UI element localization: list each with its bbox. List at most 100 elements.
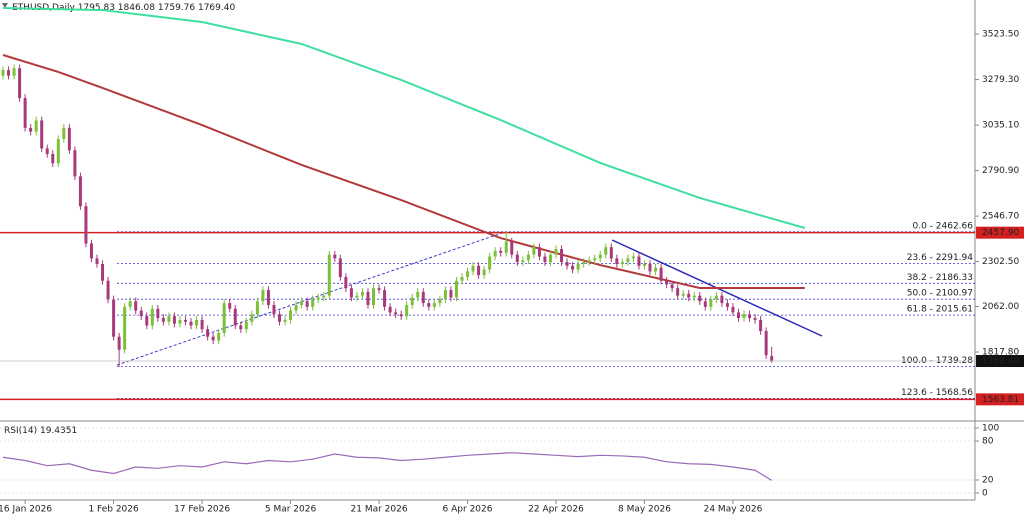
candle-body <box>283 319 287 322</box>
symbol-icon <box>2 3 8 8</box>
candle-body <box>145 316 149 326</box>
candle-body <box>703 301 707 307</box>
candle-body <box>427 303 431 307</box>
candle-body <box>322 295 326 298</box>
candle-body <box>45 148 49 154</box>
candle-body <box>687 293 691 298</box>
candle-body <box>255 301 259 315</box>
candle-body <box>372 288 376 305</box>
candle-body <box>206 329 210 337</box>
y-tick-label: 3279.30 <box>982 75 1019 85</box>
x-tick-label: 22 Apr 2026 <box>528 505 584 515</box>
candle-body <box>432 303 436 307</box>
candle-body <box>128 301 132 307</box>
candle-body <box>95 258 99 264</box>
candle-body <box>637 256 641 266</box>
candle-body <box>394 312 398 315</box>
fib-label: 123.6 - 1568.56 <box>901 388 973 398</box>
candle-body <box>211 336 215 341</box>
candle-body <box>222 303 226 333</box>
candle-body <box>250 314 254 322</box>
candle-body <box>344 277 348 289</box>
rsi-header: RSI(14) 19.4351 <box>4 426 77 436</box>
candle-body <box>405 304 409 317</box>
candle-body <box>454 280 458 298</box>
candle-body <box>560 249 564 263</box>
candle-body <box>327 254 331 296</box>
candle-body <box>753 318 757 320</box>
last-price-box <box>976 355 1024 368</box>
candle-body <box>150 308 154 326</box>
candle-body <box>161 318 165 322</box>
symbol-header: ETHUSD,Daily 1795.83 1846.08 1759.76 176… <box>12 3 235 13</box>
candle-body <box>189 321 193 326</box>
candle-body <box>123 306 127 350</box>
candle-body <box>228 303 232 309</box>
candle-body <box>554 249 558 255</box>
rsi-tick-label: 20 <box>982 476 994 486</box>
candle-body <box>29 127 33 132</box>
candle-body <box>195 319 199 326</box>
candle-body <box>499 250 503 253</box>
candle-body <box>305 301 309 307</box>
candle-body <box>593 258 597 261</box>
candle-body <box>698 295 702 302</box>
candle-body <box>34 120 38 132</box>
candle-body <box>654 267 658 272</box>
candle-body <box>477 265 481 276</box>
candle-body <box>526 254 530 261</box>
candle-body <box>582 262 586 264</box>
candle-body <box>615 258 619 264</box>
candle-body <box>725 303 729 307</box>
level-box <box>976 226 1024 239</box>
candle-body <box>471 265 475 272</box>
candle-body <box>443 290 447 300</box>
candle-body <box>731 306 735 313</box>
candle-body <box>78 176 82 207</box>
candle-body <box>217 332 221 341</box>
candle-body <box>40 120 44 149</box>
candle-body <box>239 325 243 330</box>
x-tick-label: 16 Jan 2026 <box>0 505 52 515</box>
candle-body <box>388 306 392 313</box>
candle-body <box>410 297 414 305</box>
candle-body <box>742 314 746 319</box>
candle-body <box>604 247 608 255</box>
fib-label: 50.0 - 2100.97 <box>907 289 973 299</box>
candle-body <box>18 68 22 99</box>
level-box <box>976 393 1024 406</box>
x-tick-label: 5 Mar 2026 <box>265 505 317 515</box>
candle-body <box>294 304 298 311</box>
candle-body <box>139 310 143 317</box>
rsi-tick-label: 100 <box>982 424 999 434</box>
candle-body <box>23 98 27 128</box>
candle-body <box>112 299 116 337</box>
candle-body <box>134 301 138 311</box>
candle-body <box>548 254 552 263</box>
open-quote: 1795.83 <box>78 3 115 13</box>
candle-body <box>665 280 669 285</box>
y-tick-label: 2062.00 <box>982 302 1019 312</box>
level-label: 1563.81 <box>982 395 1019 405</box>
candle-body <box>438 299 442 304</box>
candle-body <box>504 241 508 253</box>
candle-body <box>377 288 381 291</box>
candle-body <box>73 150 77 177</box>
rsi-line <box>2 452 772 481</box>
candle-body <box>543 256 547 263</box>
candle-body <box>521 260 525 263</box>
close-quote: 1769.40 <box>198 3 235 13</box>
candle-body <box>416 291 420 298</box>
candle-body <box>12 68 16 76</box>
candle-body <box>714 295 718 300</box>
candle-body <box>233 308 237 326</box>
candle-body <box>648 263 652 272</box>
rsi-tick-label: 0 <box>982 489 988 499</box>
low-quote: 1759.76 <box>158 3 195 13</box>
fib-label: 38.2 - 2186.33 <box>907 273 973 283</box>
x-tick-label: 8 May 2026 <box>618 505 671 515</box>
x-tick-label: 21 Mar 2026 <box>351 505 408 515</box>
rsi-label: RSI(14) <box>4 426 37 436</box>
candle-body <box>106 280 110 300</box>
y-tick-label: 1817.80 <box>982 347 1019 357</box>
